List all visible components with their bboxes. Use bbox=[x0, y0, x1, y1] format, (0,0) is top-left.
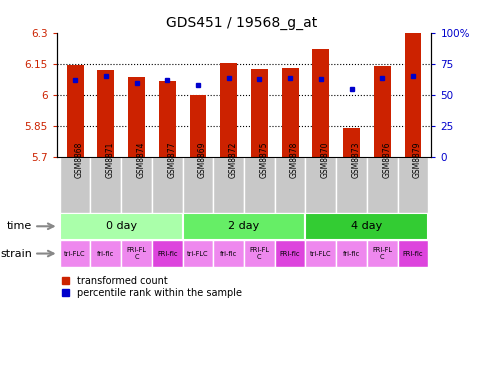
FancyBboxPatch shape bbox=[213, 157, 244, 213]
FancyBboxPatch shape bbox=[397, 240, 428, 267]
Bar bbox=[313, 49, 329, 157]
FancyBboxPatch shape bbox=[182, 213, 306, 240]
Bar bbox=[128, 77, 145, 157]
Text: 0 day: 0 day bbox=[106, 221, 137, 231]
FancyBboxPatch shape bbox=[152, 157, 182, 213]
FancyBboxPatch shape bbox=[275, 157, 306, 213]
Text: GSM8873: GSM8873 bbox=[352, 141, 360, 178]
Text: 2 day: 2 day bbox=[228, 221, 260, 231]
Text: GSM8872: GSM8872 bbox=[229, 142, 238, 178]
FancyBboxPatch shape bbox=[336, 157, 367, 213]
FancyBboxPatch shape bbox=[244, 240, 275, 267]
Text: fri-flc: fri-flc bbox=[97, 251, 114, 257]
Text: tri-FLC: tri-FLC bbox=[187, 251, 209, 257]
Bar bbox=[98, 70, 114, 157]
FancyBboxPatch shape bbox=[244, 157, 275, 213]
FancyBboxPatch shape bbox=[397, 157, 428, 213]
FancyBboxPatch shape bbox=[306, 157, 336, 213]
Bar bbox=[251, 69, 268, 157]
Text: GSM8878: GSM8878 bbox=[290, 142, 299, 178]
Text: FRI-flc: FRI-flc bbox=[157, 251, 177, 257]
Bar bbox=[343, 128, 360, 157]
Text: fri-flc: fri-flc bbox=[343, 251, 360, 257]
Text: tri-FLC: tri-FLC bbox=[64, 251, 86, 257]
Text: FRI-FL
C: FRI-FL C bbox=[372, 247, 392, 260]
FancyBboxPatch shape bbox=[121, 157, 152, 213]
Bar bbox=[282, 68, 299, 157]
Text: GSM8877: GSM8877 bbox=[167, 141, 176, 178]
FancyBboxPatch shape bbox=[182, 240, 213, 267]
FancyBboxPatch shape bbox=[275, 240, 306, 267]
Text: GSM8876: GSM8876 bbox=[382, 141, 391, 178]
Text: FRI-FL
C: FRI-FL C bbox=[249, 247, 269, 260]
FancyBboxPatch shape bbox=[367, 157, 397, 213]
Text: GSM8871: GSM8871 bbox=[106, 142, 115, 178]
Bar bbox=[159, 82, 176, 157]
Text: 4 day: 4 day bbox=[351, 221, 383, 231]
Text: GSM8879: GSM8879 bbox=[413, 141, 422, 178]
Text: GSM8868: GSM8868 bbox=[75, 142, 84, 178]
Bar bbox=[189, 95, 207, 157]
FancyBboxPatch shape bbox=[60, 157, 91, 213]
Text: GSM8875: GSM8875 bbox=[259, 141, 268, 178]
Text: time: time bbox=[7, 221, 32, 231]
Text: strain: strain bbox=[0, 249, 32, 258]
FancyBboxPatch shape bbox=[60, 240, 91, 267]
Text: fri-flc: fri-flc bbox=[220, 251, 237, 257]
Text: GDS451 / 19568_g_at: GDS451 / 19568_g_at bbox=[166, 16, 317, 30]
FancyBboxPatch shape bbox=[121, 240, 152, 267]
Text: FRI-flc: FRI-flc bbox=[403, 251, 423, 257]
Bar bbox=[374, 66, 390, 157]
Text: GSM8870: GSM8870 bbox=[321, 141, 330, 178]
FancyBboxPatch shape bbox=[91, 240, 121, 267]
FancyBboxPatch shape bbox=[152, 240, 182, 267]
Bar bbox=[220, 63, 237, 157]
FancyBboxPatch shape bbox=[336, 240, 367, 267]
Legend: transformed count, percentile rank within the sample: transformed count, percentile rank withi… bbox=[62, 276, 242, 298]
Text: FRI-flc: FRI-flc bbox=[280, 251, 300, 257]
FancyBboxPatch shape bbox=[306, 240, 336, 267]
FancyBboxPatch shape bbox=[60, 213, 182, 240]
Text: GSM8869: GSM8869 bbox=[198, 141, 207, 178]
Text: tri-FLC: tri-FLC bbox=[310, 251, 332, 257]
FancyBboxPatch shape bbox=[367, 240, 397, 267]
FancyBboxPatch shape bbox=[182, 157, 213, 213]
FancyBboxPatch shape bbox=[306, 213, 428, 240]
Text: FRI-FL
C: FRI-FL C bbox=[127, 247, 146, 260]
FancyBboxPatch shape bbox=[213, 240, 244, 267]
Text: GSM8874: GSM8874 bbox=[137, 141, 145, 178]
Bar bbox=[67, 65, 84, 157]
FancyBboxPatch shape bbox=[91, 157, 121, 213]
Bar bbox=[404, 33, 422, 157]
